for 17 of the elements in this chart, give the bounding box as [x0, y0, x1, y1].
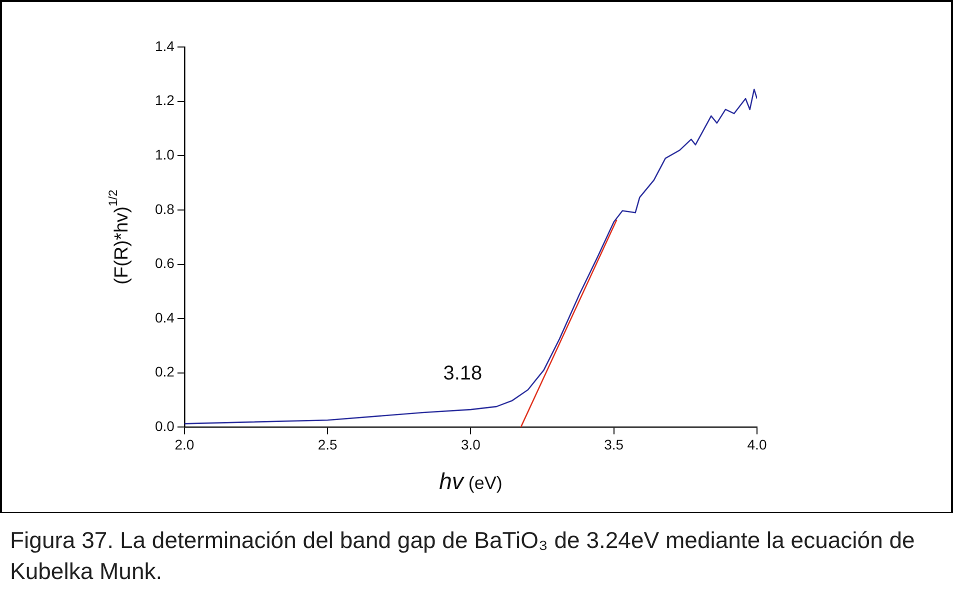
- x-tick-label: 2.0: [174, 436, 194, 452]
- y-tick-label: 0.2: [154, 364, 175, 380]
- x-tick-label: 2.5: [318, 436, 338, 452]
- y-tick-label: 0.0: [154, 418, 175, 434]
- y-tick-label: 1.0: [154, 146, 175, 162]
- x-tick-label: 4.0: [747, 436, 767, 452]
- x-tick-label: 3.0: [460, 436, 481, 452]
- y-tick-label: 0.6: [154, 255, 175, 272]
- y-axis-title: (F(R)*hv)1/2: [106, 189, 133, 284]
- y-tick-label: 0.8: [154, 200, 175, 217]
- x-axis-title: hv (eV): [439, 468, 502, 494]
- x-tick-label: 3.5: [604, 436, 624, 452]
- y-tick-label: 1.4: [154, 38, 175, 54]
- annotation: 3.18: [443, 362, 482, 384]
- text: Figura 37. La determinación del band gap de BaTiO₃ de 3.24eV mediante la ecuación de Kubelka Munk.: [9, 526, 916, 586]
- y-tick-label: 1.2: [154, 92, 175, 108]
- y-tick-label: 0.4: [154, 309, 175, 326]
